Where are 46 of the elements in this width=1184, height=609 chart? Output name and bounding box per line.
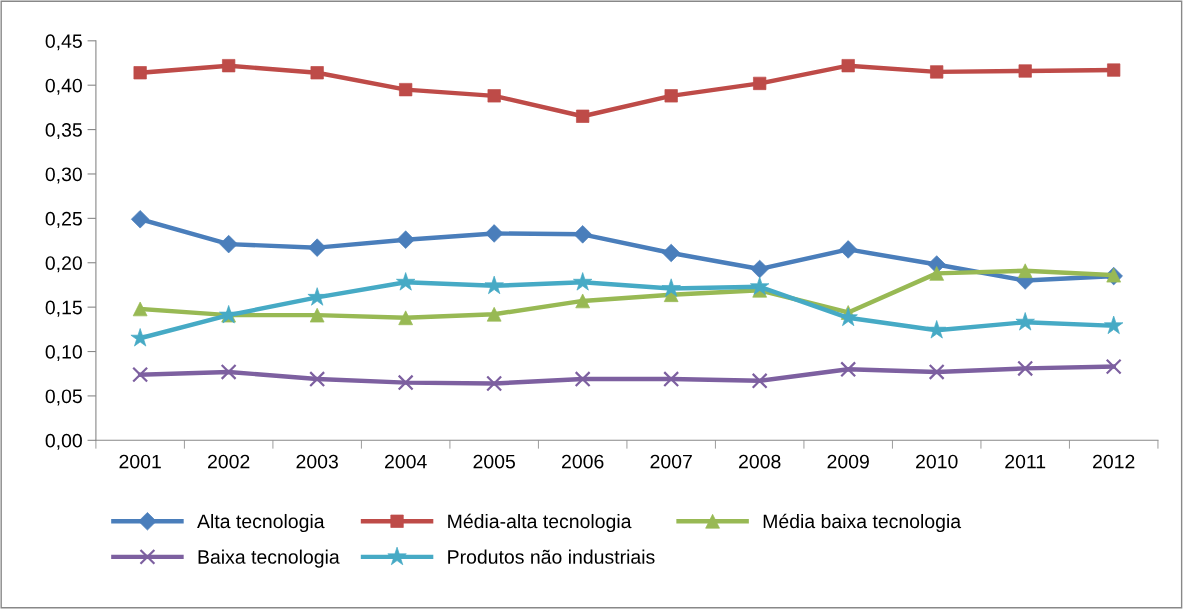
y-tick-label: 0,30 <box>45 167 82 184</box>
point <box>576 109 590 123</box>
x-tick-label: 2010 <box>916 454 958 469</box>
y-tick-label: 0,45 <box>45 34 82 51</box>
point <box>574 371 591 388</box>
point <box>219 234 238 254</box>
point <box>307 238 327 257</box>
y-tick-label: 0,05 <box>45 389 82 406</box>
point <box>309 371 326 388</box>
x-tick-label: 2009 <box>827 454 869 469</box>
x-tick-label: 2011 <box>1005 454 1046 469</box>
point <box>928 363 945 380</box>
legend-label: Média baixa tecnologia <box>763 513 962 533</box>
point <box>1017 360 1034 377</box>
y-tick-label: 0,25 <box>45 211 82 228</box>
y-tick-label: 0,00 <box>45 433 82 450</box>
point <box>397 374 414 391</box>
y-tick-label: 0,35 <box>45 123 82 140</box>
x-tick-label: 2003 <box>296 454 338 469</box>
point <box>840 361 857 378</box>
x-tick-label: 2008 <box>739 454 781 469</box>
x-tick-label: 2004 <box>385 454 427 469</box>
x-tick-label: 2012 <box>1093 454 1135 469</box>
point <box>1107 63 1121 77</box>
x-tick-label: 2002 <box>208 454 250 469</box>
point <box>1017 263 1033 279</box>
x-tick-label: 2006 <box>562 454 604 469</box>
x-tick-label: 2005 <box>473 454 515 469</box>
point <box>663 371 680 388</box>
point <box>486 375 503 392</box>
point <box>1105 358 1122 375</box>
y-tick-label: 0,10 <box>45 345 82 362</box>
x-tick-label: 2001 <box>119 454 161 469</box>
legend-label: Alta tecnologia <box>197 513 325 533</box>
point <box>132 366 149 383</box>
legend-label: Produtos não industriais <box>448 549 655 564</box>
x-tick-label: 2007 <box>650 454 692 469</box>
point <box>841 59 855 73</box>
legend-label: Baixa tecnologia <box>198 549 340 568</box>
point <box>220 363 237 380</box>
y-tick-label: 0,40 <box>45 78 82 95</box>
point <box>751 372 768 389</box>
y-tick-label: 0,15 <box>45 300 82 317</box>
y-tick-label: 0,20 <box>45 256 82 273</box>
point <box>484 224 504 243</box>
legend-label: Média-alta tecnologia <box>448 513 632 533</box>
